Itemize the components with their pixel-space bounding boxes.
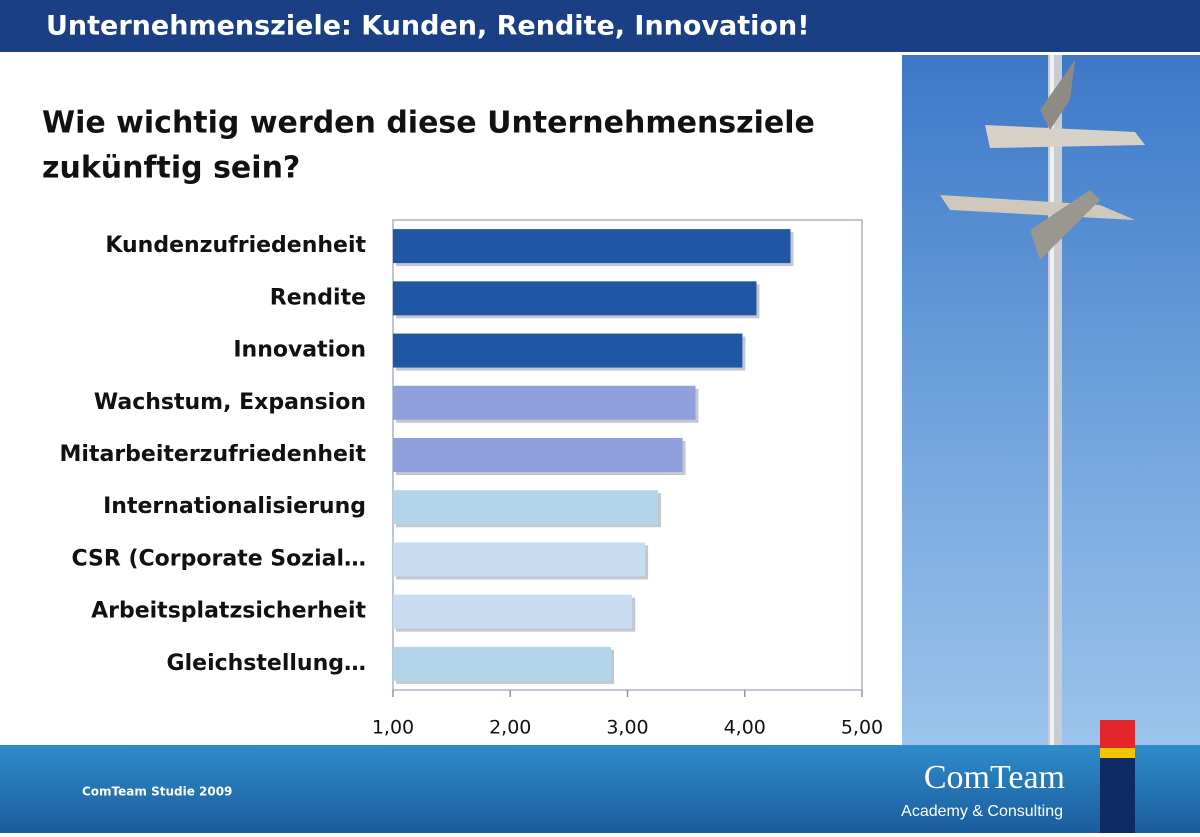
y-tick-label: CSR (Corporate Sozial… xyxy=(71,546,366,571)
x-tick-label: 5,00 xyxy=(841,717,883,739)
chart-title: zukünftig sein? xyxy=(42,151,300,186)
logo-stripe xyxy=(1100,720,1135,748)
slide-title: Unternehmensziele: Kunden, Rendite, Inno… xyxy=(46,11,810,42)
header-bar xyxy=(0,0,1200,52)
logo-stripe xyxy=(1100,748,1135,758)
chart: 1,00 2,00 3,00 4,00 5,00 Kundenzufriedenheit R… xyxy=(60,219,883,739)
x-tick-label: 1,00 xyxy=(372,717,414,739)
footer-bar xyxy=(0,745,1200,833)
y-tick-label: Internationalisierung xyxy=(103,494,366,519)
bar xyxy=(393,281,757,316)
bar xyxy=(393,646,612,681)
bar xyxy=(393,333,743,368)
logo-name: ComTeam xyxy=(924,759,1065,796)
y-tick-label: Wachstum, Expansion xyxy=(94,390,366,415)
y-tick-label: Mitarbeiterzufriedenheit xyxy=(60,442,367,467)
bar xyxy=(393,229,791,264)
x-tick-label: 3,00 xyxy=(606,717,648,739)
x-tick-label: 2,00 xyxy=(489,717,531,739)
bar xyxy=(393,490,658,525)
bar xyxy=(393,594,633,629)
footer-text: ComTeam Studie 2009 xyxy=(82,785,232,799)
logo-stripe xyxy=(1100,758,1135,833)
logo-tagline: Academy & Consulting xyxy=(901,803,1063,820)
y-tick-label: Innovation xyxy=(233,338,366,363)
y-tick-label: Gleichstellung… xyxy=(167,651,366,676)
bar xyxy=(393,438,683,472)
bar xyxy=(393,385,696,420)
y-tick-label: Arbeitsplatzsicherheit xyxy=(91,599,366,624)
chart-title: Wie wichtig werden diese Unternehmenszie… xyxy=(42,106,815,141)
bar xyxy=(393,542,646,577)
y-tick-label: Rendite xyxy=(270,285,366,310)
x-tick-label: 4,00 xyxy=(724,717,766,739)
y-tick-label: Kundenzufriedenheit xyxy=(105,233,366,258)
photo xyxy=(902,55,1200,745)
